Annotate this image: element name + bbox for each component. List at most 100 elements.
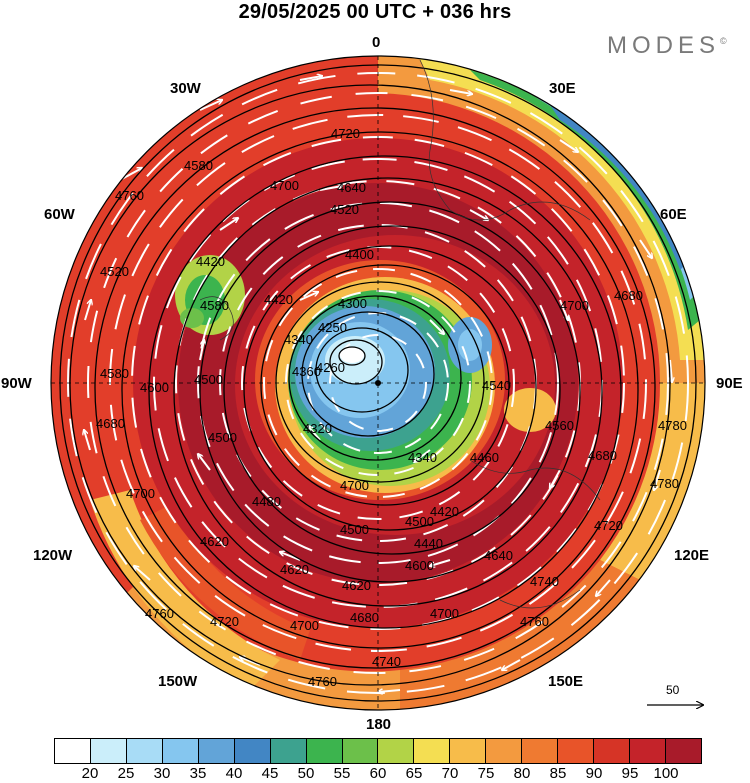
contour-label: 4500 <box>194 372 223 387</box>
color-bar-tick-label: 35 <box>189 765 207 782</box>
color-bar-segment <box>522 739 559 763</box>
lon-label-60w: 60W <box>44 206 75 223</box>
lon-label-90e: 90E <box>716 375 743 392</box>
brand-text: MODES <box>607 32 721 59</box>
contour-label: 4760 <box>520 614 549 629</box>
contour-label: 4320 <box>303 421 332 436</box>
lon-label-30e: 30E <box>549 80 576 97</box>
color-bar-segment <box>378 739 415 763</box>
contour-label: 4440 <box>414 536 443 551</box>
lon-label-90w: 90W <box>1 375 32 392</box>
contour-label: 4340 <box>408 450 437 465</box>
color-bar-segment <box>126 739 163 763</box>
lon-label-150e: 150E <box>548 673 584 690</box>
contour-label: 4680 <box>96 416 125 431</box>
contour-label: 4560 <box>545 418 574 433</box>
height-contours <box>59 64 697 702</box>
color-bar-tick-label: 45 <box>261 765 279 782</box>
contour-label: 4700 <box>340 478 369 493</box>
contour-label: 4640 <box>337 180 366 195</box>
color-bar-tick-label: 25 <box>117 765 135 782</box>
contour-label: 4760 <box>308 674 337 689</box>
color-bar-tick-label: 30 <box>153 765 171 782</box>
contour-label: 4520 <box>100 264 129 279</box>
color-bar-tick-label: 85 <box>549 765 567 782</box>
color-bar-tick-label: 75 <box>477 765 495 782</box>
contour-label: 4360 <box>292 364 321 379</box>
contour-label: 4620 <box>200 534 229 549</box>
contour-label: 4480 <box>252 494 281 509</box>
color-bar-tick-label: 65 <box>405 765 423 782</box>
contour-label: 4420 <box>264 292 293 307</box>
color-bar-segment <box>234 739 271 763</box>
brand-mark: © <box>720 36 727 46</box>
color-bar-segment <box>665 739 701 763</box>
contour-label: 4720 <box>210 614 239 629</box>
contour-label: 4420 <box>196 254 225 269</box>
contour-label: 4500 <box>340 522 369 537</box>
contour-label: 4700 <box>290 618 319 633</box>
contour-label: 4720 <box>594 518 623 533</box>
map-boundary <box>50 55 706 711</box>
contour-label: 4760 <box>115 188 144 203</box>
color-bar-tick-label: 20 <box>81 765 99 782</box>
contour-label: 4620 <box>280 562 309 577</box>
color-bar-tick-label: 50 <box>297 765 315 782</box>
contour-label-layer: 4720 4640 4520 4400 4300 4250 4260 4320 … <box>96 126 687 689</box>
lon-label-120w: 120W <box>33 547 73 564</box>
color-bar-tick-label: 70 <box>441 765 459 782</box>
wind-scale-label: 50 <box>666 683 680 697</box>
contour-label: 4260 <box>316 360 345 375</box>
color-bar-segment <box>306 739 343 763</box>
color-bar-segment <box>558 739 595 763</box>
contour-label: 4760 <box>145 606 174 621</box>
color-bar-tick-label: 80 <box>513 765 531 782</box>
lon-label-180: 180 <box>366 716 392 733</box>
contour-label: 4600 <box>140 380 169 395</box>
contour-label: 4520 <box>330 202 359 217</box>
map-title: 29/05/2025 00 UTC + 036 hrs <box>238 1 512 23</box>
contour-label: 4740 <box>530 574 559 589</box>
lon-label-30w: 30W <box>170 80 201 97</box>
color-bar-segment <box>270 739 307 763</box>
lon-label-120e: 120E <box>674 547 710 564</box>
color-bar-segment <box>198 739 235 763</box>
color-bar-segment <box>594 739 630 763</box>
color-bar-segment <box>450 739 487 763</box>
contour-label: 4680 <box>614 288 643 303</box>
contour-label: 4500 <box>208 430 237 445</box>
contour-label: 4680 <box>350 610 379 625</box>
contour-label: 4600 <box>405 558 434 573</box>
brand-logo: MODES© <box>607 32 727 60</box>
lon-label-150w: 150W <box>158 673 198 690</box>
color-bar-tick-label: 95 <box>621 765 639 782</box>
contour-label: 4620 <box>342 578 371 593</box>
color-bar-segment <box>90 739 127 763</box>
color-bar-tick-label: 90 <box>585 765 603 782</box>
contour-label: 4720 <box>331 126 360 141</box>
contour-label: 4700 <box>430 606 459 621</box>
color-bar-tick-label: 100 <box>653 765 679 782</box>
graticule <box>51 56 705 710</box>
color-bar-segment <box>414 739 451 763</box>
color-bar-ticks: 20 25 30 35 40 45 50 55 60 65 70 75 80 85 90 95 100 <box>0 765 750 783</box>
contour-label: 4460 <box>470 450 499 465</box>
color-bar-tick-label: 60 <box>369 765 387 782</box>
color-bar <box>54 738 702 764</box>
contour-label: 4420 <box>430 504 459 519</box>
color-bar-tick-label: 40 <box>225 765 243 782</box>
contour-label: 4580 <box>184 158 213 173</box>
contour-label: 4700 <box>126 486 155 501</box>
lon-label-60e: 60E <box>660 206 687 223</box>
contour-label: 4680 <box>588 448 617 463</box>
contour-label: 4780 <box>658 418 687 433</box>
contour-label: 4500 <box>405 514 434 529</box>
contour-label: 4250 <box>318 320 347 335</box>
color-bar-segment <box>486 739 523 763</box>
contour-label: 4580 <box>200 298 229 313</box>
color-bar-segment <box>342 739 379 763</box>
contour-label: 4780 <box>650 476 679 491</box>
color-bar-segment <box>55 739 91 763</box>
contour-label: 4400 <box>345 247 374 262</box>
